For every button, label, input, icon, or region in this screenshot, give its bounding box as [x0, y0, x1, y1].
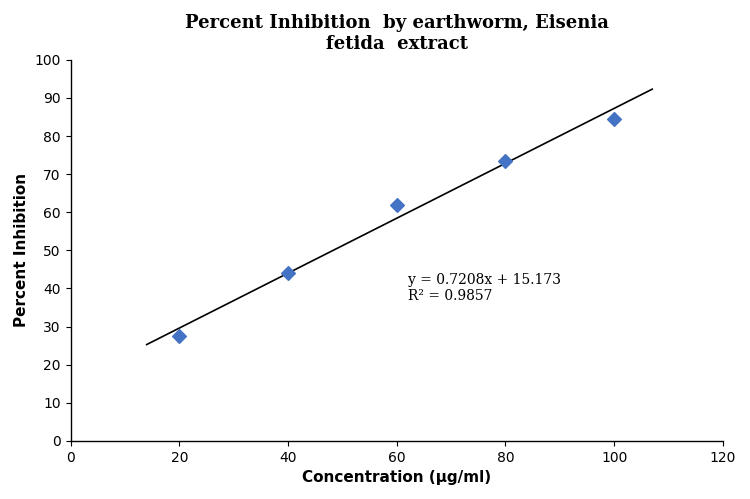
Point [173, 332, 185, 340]
X-axis label: Concentration (μg/ml): Concentration (μg/ml) [302, 470, 491, 485]
Point [608, 115, 620, 123]
Point [282, 269, 294, 277]
Point [391, 201, 403, 209]
Text: y = 0.7208x + 15.173
R² = 0.9857: y = 0.7208x + 15.173 R² = 0.9857 [407, 273, 560, 303]
Y-axis label: Percent Inhibition: Percent Inhibition [14, 173, 29, 327]
Point [500, 157, 512, 165]
Title: Percent Inhibition  by earthworm, Eisenia
fetida  extract: Percent Inhibition by earthworm, Eisenia… [184, 14, 609, 53]
